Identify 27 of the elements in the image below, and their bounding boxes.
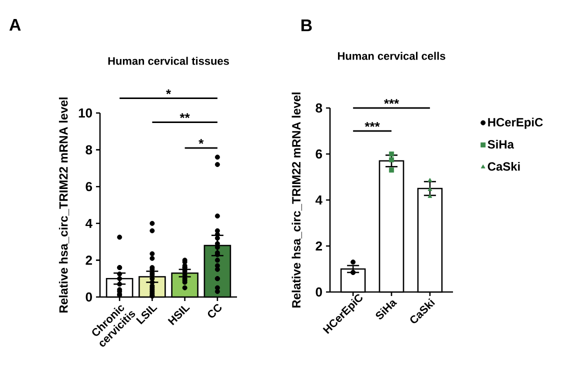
- annotation: **: [180, 113, 190, 118]
- legend-label: CaSki: [488, 162, 520, 171]
- y-axis-title: Relative hsa_circ_TRIM22 mRNA level: [58, 98, 70, 313]
- y-tick-label: 10: [78, 108, 92, 118]
- y-tick-label: 0: [316, 287, 322, 297]
- y-axis-title: Relative hsa_circ_TRIM22 mRNA level: [292, 92, 302, 308]
- y-tick-label: 4: [85, 218, 92, 228]
- y-tick-label: 6: [86, 182, 92, 192]
- annotation: ***: [364, 122, 380, 127]
- x-tick-label: CC: [208, 304, 222, 318]
- text: A: [9, 19, 21, 31]
- chart-title: Human cervical cells: [338, 52, 446, 60]
- annotation: *: [198, 139, 204, 144]
- x-tick-label: LSIL: [136, 306, 158, 324]
- y-tick-label: 2: [316, 241, 322, 251]
- y-tick-label: 8: [316, 103, 322, 113]
- legend-label: SiHa: [488, 140, 514, 149]
- y-tick-label: 4: [316, 196, 322, 204]
- text: *: [166, 89, 172, 94]
- text: B: [301, 20, 312, 32]
- y-tick-label: 8: [86, 145, 92, 154]
- y-tick-label: 6: [316, 149, 322, 159]
- chart-title: Human cervical tissues: [108, 56, 229, 65]
- text: ***: [384, 99, 400, 104]
- y-tick-label: 2: [86, 256, 92, 265]
- y-tick-label: 0: [86, 292, 92, 302]
- legend-label: HCerEpiC: [488, 118, 543, 129]
